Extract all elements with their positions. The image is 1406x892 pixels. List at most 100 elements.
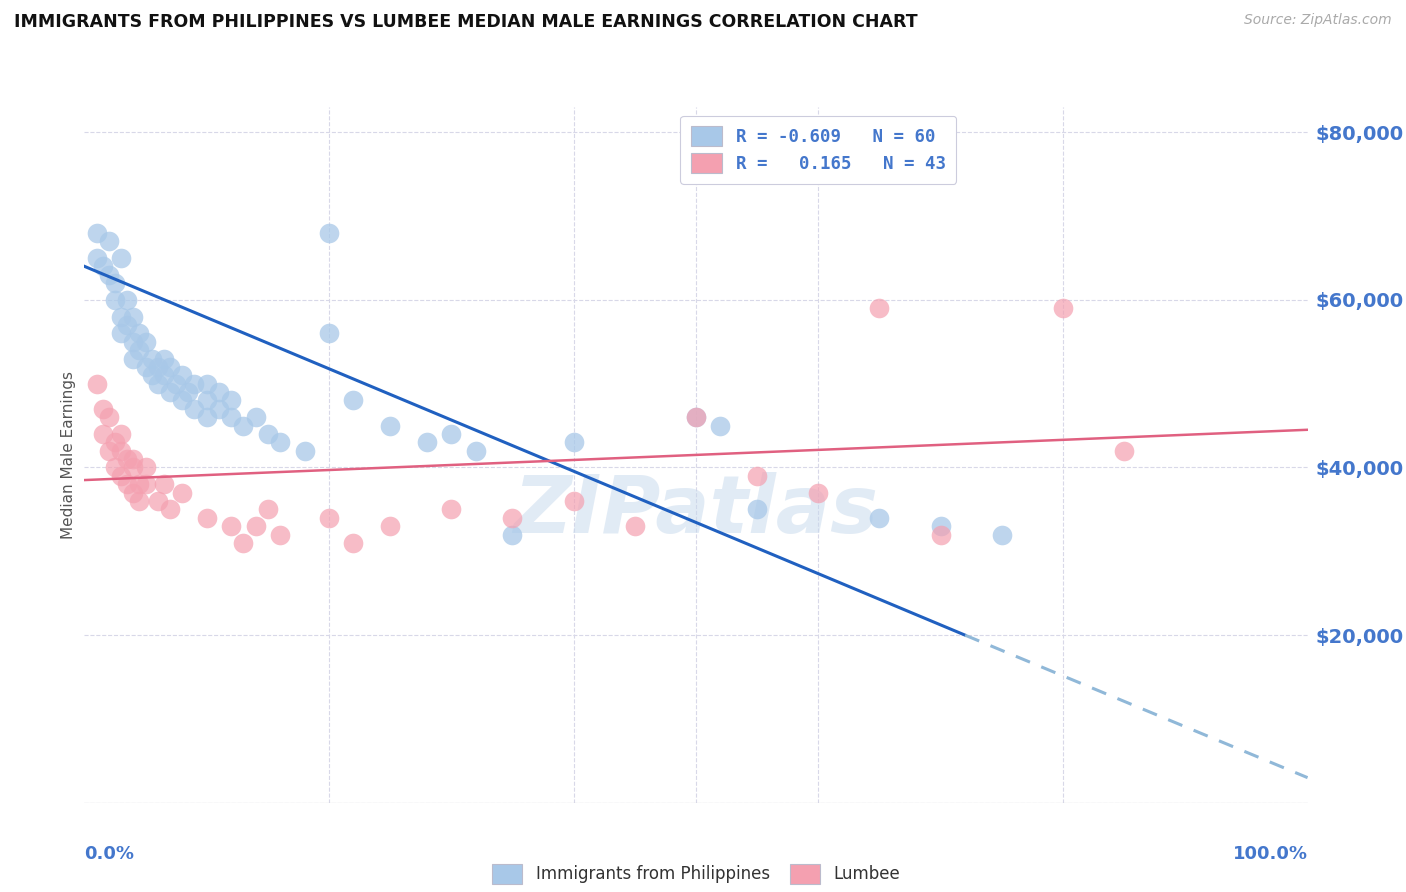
Point	[135, 477, 157, 491]
Point	[807, 485, 830, 500]
Point	[1114, 443, 1136, 458]
Point	[269, 527, 291, 541]
Point	[232, 536, 254, 550]
Point	[115, 477, 138, 491]
Point	[380, 519, 402, 533]
Point	[104, 460, 127, 475]
Point	[128, 326, 150, 341]
Point	[86, 251, 108, 265]
Point	[122, 485, 145, 500]
Point	[135, 334, 157, 349]
Y-axis label: Median Male Earnings: Median Male Earnings	[60, 371, 76, 539]
Text: 0.0%: 0.0%	[84, 845, 135, 863]
Legend: Immigrants from Philippines, Lumbee: Immigrants from Philippines, Lumbee	[484, 856, 908, 892]
Point	[86, 376, 108, 391]
Point	[318, 510, 340, 524]
Point	[110, 310, 132, 324]
Point	[294, 443, 316, 458]
Point	[135, 359, 157, 374]
Point	[91, 401, 114, 416]
Point	[122, 334, 145, 349]
Point	[183, 401, 205, 416]
Point	[122, 310, 145, 324]
Point	[219, 393, 242, 408]
Point	[991, 527, 1014, 541]
Point	[219, 410, 242, 425]
Text: Source: ZipAtlas.com: Source: ZipAtlas.com	[1244, 13, 1392, 28]
Point	[318, 226, 340, 240]
Point	[464, 443, 486, 458]
Point	[146, 359, 169, 374]
Point	[562, 494, 585, 508]
Point	[929, 519, 952, 533]
Point	[562, 435, 585, 450]
Point	[86, 226, 108, 240]
Text: 100.0%: 100.0%	[1233, 845, 1308, 863]
Point	[128, 477, 150, 491]
Point	[122, 351, 145, 366]
Point	[502, 527, 524, 541]
Point	[153, 351, 176, 366]
Point	[122, 460, 145, 475]
Point	[97, 410, 120, 425]
Point	[440, 427, 463, 442]
Point	[128, 494, 150, 508]
Point	[929, 527, 952, 541]
Point	[115, 452, 138, 467]
Point	[159, 502, 181, 516]
Point	[115, 293, 138, 307]
Point	[440, 502, 463, 516]
Point	[141, 351, 163, 366]
Point	[110, 468, 132, 483]
Point	[97, 443, 120, 458]
Point	[97, 234, 120, 248]
Point	[128, 343, 150, 358]
Point	[245, 519, 267, 533]
Point	[208, 385, 231, 400]
Point	[869, 510, 891, 524]
Point	[380, 418, 402, 433]
Point	[172, 368, 194, 383]
Point	[502, 510, 524, 524]
Point	[269, 435, 291, 450]
Point	[172, 485, 194, 500]
Point	[195, 410, 218, 425]
Point	[146, 494, 169, 508]
Point	[869, 301, 891, 316]
Point	[104, 293, 127, 307]
Point	[709, 418, 731, 433]
Point	[183, 376, 205, 391]
Point	[195, 510, 218, 524]
Point	[122, 452, 145, 467]
Point	[1052, 301, 1074, 316]
Point	[159, 359, 181, 374]
Point	[97, 268, 120, 282]
Point	[153, 477, 176, 491]
Point	[245, 410, 267, 425]
Point	[747, 468, 769, 483]
Point	[110, 251, 132, 265]
Point	[165, 376, 187, 391]
Point	[624, 519, 647, 533]
Point	[208, 401, 231, 416]
Point	[110, 427, 132, 442]
Text: ZIPatlas: ZIPatlas	[513, 472, 879, 549]
Point	[747, 502, 769, 516]
Point	[318, 326, 340, 341]
Point	[685, 410, 707, 425]
Point	[91, 260, 114, 274]
Point	[110, 326, 132, 341]
Point	[342, 393, 364, 408]
Point	[342, 536, 364, 550]
Point	[91, 427, 114, 442]
Point	[257, 502, 280, 516]
Point	[195, 376, 218, 391]
Point	[172, 393, 194, 408]
Point	[115, 318, 138, 332]
Point	[416, 435, 439, 450]
Point	[110, 443, 132, 458]
Point	[104, 276, 127, 290]
Point	[146, 376, 169, 391]
Point	[135, 460, 157, 475]
Point	[685, 410, 707, 425]
